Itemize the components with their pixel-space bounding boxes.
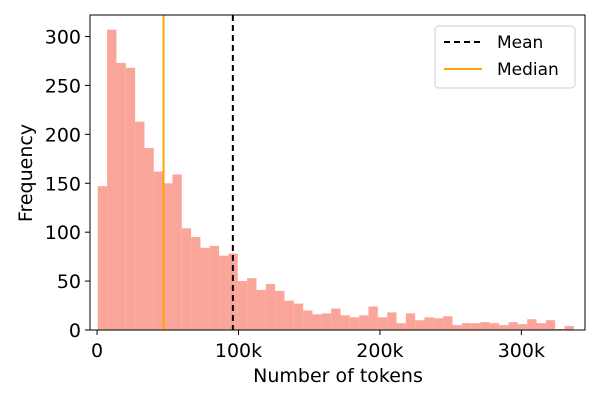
histogram-bar xyxy=(256,289,266,330)
x-axis: 0 100k 200k 300k xyxy=(91,330,545,362)
legend: Mean Median xyxy=(434,25,576,89)
histogram-bar xyxy=(433,318,444,330)
x-axis-title: Number of tokens xyxy=(253,365,423,387)
histogram-bar xyxy=(209,245,220,330)
histogram-bar xyxy=(415,320,425,330)
histogram-bar xyxy=(116,62,126,330)
histogram-bar xyxy=(349,317,360,330)
histogram-bar xyxy=(125,67,136,331)
x-tick-label: 100k xyxy=(215,340,262,362)
histogram-bar xyxy=(144,148,154,330)
histogram-bar xyxy=(527,319,537,330)
histogram-bars xyxy=(97,29,574,331)
histogram-bar xyxy=(107,29,117,330)
histogram-bar xyxy=(265,284,276,330)
y-tick-label: 200 xyxy=(45,124,81,146)
histogram-bar xyxy=(387,312,397,330)
histogram-bar xyxy=(340,315,350,330)
histogram-bar xyxy=(191,237,201,330)
histogram-bar xyxy=(321,313,332,330)
histogram-bar xyxy=(452,325,462,330)
histogram-bar xyxy=(480,322,490,330)
histogram-bar xyxy=(564,326,574,330)
x-tick-label: 200k xyxy=(356,340,403,362)
histogram-bar xyxy=(405,313,416,330)
histogram-bar xyxy=(396,323,406,330)
legend-mean-label: Mean xyxy=(497,33,543,53)
histogram-bar xyxy=(359,315,369,330)
histogram-bar xyxy=(545,320,556,330)
x-tick-label: 0 xyxy=(91,340,103,362)
x-tick-label: 300k xyxy=(498,340,545,362)
histogram-bar xyxy=(461,323,472,330)
histogram-bar xyxy=(284,300,294,330)
histogram-bar xyxy=(237,281,248,330)
histogram-bar xyxy=(443,316,453,330)
histogram-bar xyxy=(424,317,434,330)
histogram-bar xyxy=(181,228,192,330)
y-tick-label: 250 xyxy=(45,75,81,97)
histogram-bar xyxy=(489,323,500,330)
legend-median-label: Median xyxy=(497,60,559,80)
y-axis-title: Frequency xyxy=(15,124,37,222)
y-tick-label: 50 xyxy=(57,271,81,293)
histogram-bar xyxy=(508,322,518,330)
histogram-bar xyxy=(368,306,378,330)
y-tick-label: 100 xyxy=(45,222,81,244)
histogram-bar xyxy=(97,186,108,330)
histogram-bar xyxy=(517,324,528,330)
y-axis: 0 50 100 150 200 250 300 xyxy=(45,27,90,342)
plot-frame xyxy=(89,14,586,331)
histogram-bar xyxy=(247,278,257,330)
histogram-bar xyxy=(219,255,229,330)
histogram-bar xyxy=(471,323,481,330)
histogram-bar xyxy=(499,325,509,330)
y-tick-label: 300 xyxy=(45,27,81,49)
histogram-bar xyxy=(200,247,210,330)
y-tick-label: 150 xyxy=(45,173,81,195)
histogram-bar xyxy=(293,303,304,330)
histogram-bar xyxy=(331,308,341,330)
histogram-bar xyxy=(303,310,313,330)
histogram-bar xyxy=(377,317,388,330)
histogram-bar xyxy=(536,323,546,330)
y-tick-label: 0 xyxy=(69,320,81,342)
histogram-bar xyxy=(312,314,322,330)
histogram-bar xyxy=(163,183,173,330)
histogram-bar xyxy=(275,290,285,330)
histogram-bar xyxy=(153,171,164,330)
histogram-bar xyxy=(228,253,238,330)
histogram-bar xyxy=(172,174,182,330)
histogram-bar xyxy=(135,121,145,330)
